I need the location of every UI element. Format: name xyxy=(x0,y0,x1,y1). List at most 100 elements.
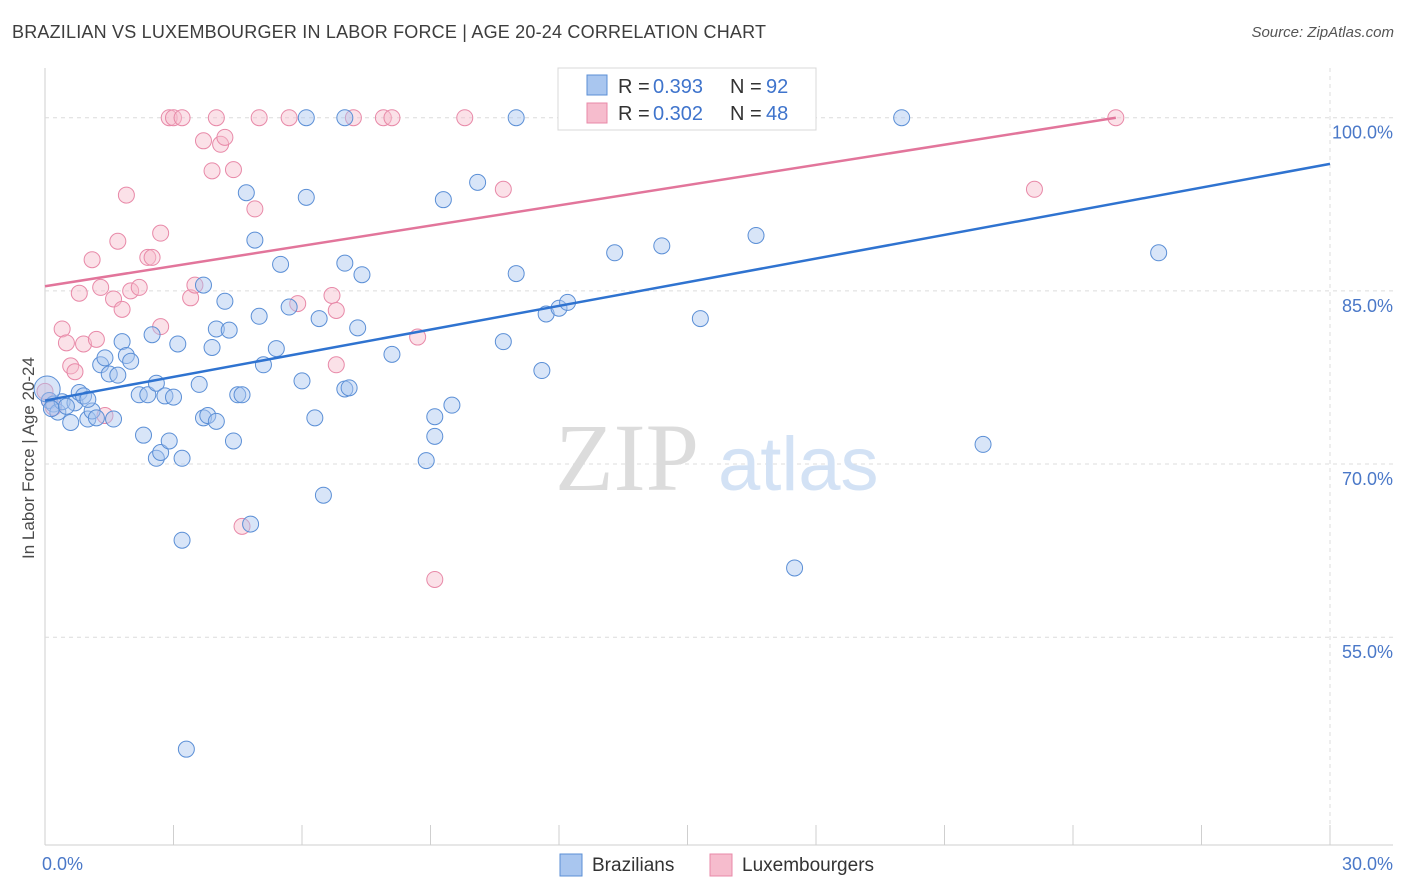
brazilian-point xyxy=(194,276,212,294)
luxembourger-point xyxy=(246,200,264,218)
brazilian-point xyxy=(293,372,311,390)
legend-n-label-2: N = xyxy=(730,103,762,125)
luxembourgers-points xyxy=(36,109,1125,588)
watermark-zip: ZIP xyxy=(555,404,699,511)
brazilian-point xyxy=(237,184,255,202)
bottom-legend-luxembourgers: Luxembourgers xyxy=(742,855,874,876)
luxembourger-point xyxy=(75,335,93,353)
brazilian-point xyxy=(653,237,671,255)
brazilian-point xyxy=(336,254,354,272)
brazilian-point xyxy=(443,396,461,414)
brazilian-point xyxy=(310,310,328,328)
x-tick-label: 0.0% xyxy=(42,854,83,874)
brazilian-point xyxy=(190,375,208,393)
y-axis-label: In Labor Force | Age 20-24 xyxy=(19,357,38,559)
stats-legend: R = 0.393 N = 92 R = 0.302 N = 48 xyxy=(557,67,817,131)
brazilian-point xyxy=(42,400,60,418)
brazilian-point xyxy=(216,292,234,310)
brazilian-point xyxy=(1150,244,1168,262)
luxembourger-point xyxy=(289,295,307,313)
brazilian-point xyxy=(383,345,401,363)
luxembourger-point xyxy=(280,109,298,127)
brazilian-point xyxy=(105,410,123,428)
series-legend: Brazilians Luxembourgers xyxy=(559,853,874,877)
brazilian-point xyxy=(113,333,131,351)
y-tick-label: 85.0% xyxy=(1342,296,1393,316)
brazilian-point xyxy=(434,191,452,209)
luxembourger-point xyxy=(57,334,75,352)
luxembourger-point xyxy=(122,282,140,300)
luxembourger-point xyxy=(117,186,135,204)
legend-r-label-2: R = xyxy=(618,103,650,125)
y-tick-label: 100.0% xyxy=(1332,123,1393,143)
brazilian-point xyxy=(533,362,551,380)
luxembourgers-trend-line xyxy=(44,116,1117,288)
brazilian-point xyxy=(314,486,332,504)
brazilian-point xyxy=(426,427,444,445)
luxembourger-point xyxy=(250,109,268,127)
brazilian-point xyxy=(494,333,512,351)
luxembourger-point xyxy=(130,278,148,296)
brazilian-point xyxy=(336,109,354,127)
brazilian-point xyxy=(207,320,225,338)
luxembourger-point xyxy=(87,330,105,348)
brazilian-point xyxy=(199,407,217,425)
luxembourger-point xyxy=(327,356,345,374)
brazilian-point xyxy=(139,386,157,404)
luxembourger-point xyxy=(1025,180,1043,198)
x-tick-label: 30.0% xyxy=(1342,854,1393,874)
brazilian-point xyxy=(280,298,298,316)
luxembourger-point xyxy=(216,128,234,146)
bottom-legend-swatch-luxembourgers xyxy=(709,853,733,877)
luxembourger-point xyxy=(113,300,131,318)
brazilian-point xyxy=(207,412,225,430)
brazilian-point xyxy=(224,432,242,450)
brazilian-point xyxy=(156,387,174,405)
brazilian-point xyxy=(152,444,170,461)
brazilian-point xyxy=(122,352,140,370)
brazilian-point xyxy=(173,449,191,467)
brazilian-point xyxy=(160,432,178,450)
brazilian-point xyxy=(130,386,148,404)
luxembourger-point xyxy=(194,132,212,150)
legend-swatch-luxembourgers xyxy=(586,102,608,124)
brazilian-point xyxy=(246,231,264,249)
brazilian-point xyxy=(143,326,161,344)
bottom-legend-swatch-brazilians xyxy=(559,853,583,877)
legend-r-label-1: R = xyxy=(618,76,650,98)
brazilian-point xyxy=(177,740,195,758)
brazilian-point xyxy=(173,531,191,549)
brazilian-point xyxy=(250,307,268,325)
brazilians-trend-line xyxy=(44,162,1331,402)
brazilian-point xyxy=(220,321,238,339)
luxembourger-point xyxy=(109,232,127,250)
brazilian-point xyxy=(974,435,992,453)
brazilian-point xyxy=(297,188,315,206)
brazilian-point xyxy=(297,109,315,127)
brazilian-point xyxy=(242,515,260,533)
source-label: Source: ZipAtlas.com xyxy=(1251,24,1394,41)
luxembourger-point xyxy=(160,109,178,127)
luxembourger-point xyxy=(173,109,191,127)
luxembourger-point xyxy=(139,248,157,266)
brazilian-point xyxy=(507,109,525,127)
luxembourger-point xyxy=(92,278,110,296)
luxembourger-point xyxy=(426,570,444,588)
brazilian-point xyxy=(57,397,75,415)
grid-lines xyxy=(44,68,1393,846)
brazilian-point xyxy=(691,310,709,328)
x-tick-marks xyxy=(44,825,1331,845)
brazilian-point xyxy=(417,452,435,470)
luxembourger-point xyxy=(152,224,170,242)
luxembourger-point xyxy=(207,109,225,127)
brazilian-point xyxy=(79,410,97,428)
brazilian-point xyxy=(203,338,221,356)
watermark: ZIP atlas xyxy=(555,404,879,511)
luxembourger-point xyxy=(143,248,161,266)
luxembourger-point xyxy=(456,109,474,127)
brazilian-point xyxy=(469,173,487,191)
brazilian-point xyxy=(349,319,367,337)
luxembourger-point xyxy=(323,287,341,304)
brazilian-point xyxy=(353,266,371,284)
